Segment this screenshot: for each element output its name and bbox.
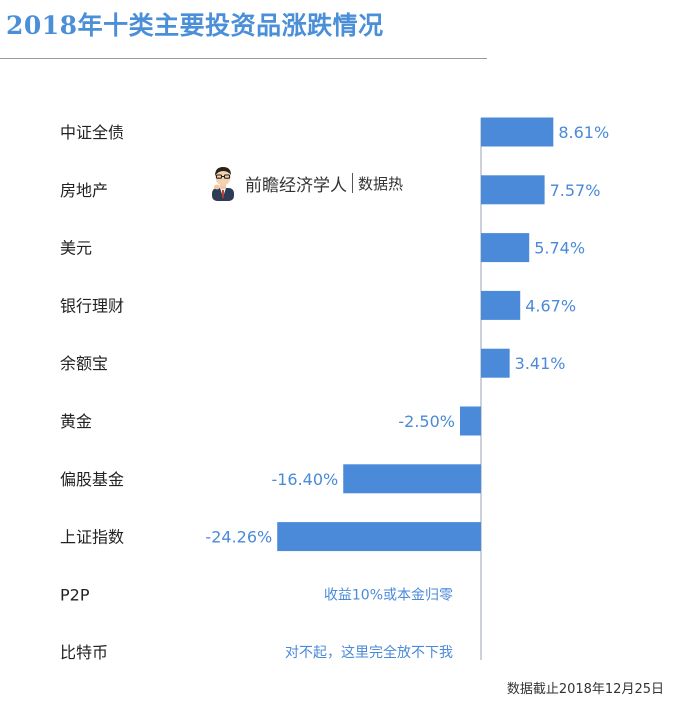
brand-badge: 前瞻经济学人 数据热 — [205, 165, 403, 201]
bar-row-7 — [343, 464, 481, 494]
value-label-row-6: -2.50% — [398, 412, 455, 431]
data-source-note: 数据截止2018年12月25日 — [506, 682, 664, 697]
bar-row-2 — [481, 175, 545, 205]
chart-title: 2018年十类主要投资品涨跌情况 — [6, 11, 384, 40]
value-label-row-4: 4.67% — [525, 296, 576, 315]
category-label-row-1: 中证全债 — [60, 123, 124, 142]
bar-row-1 — [481, 117, 554, 147]
category-label-row-5: 余额宝 — [60, 354, 108, 373]
category-label-row-2: 房地产 — [60, 181, 108, 200]
bar-row-4 — [481, 290, 521, 320]
brand-name: 前瞻经济学人 — [245, 175, 347, 196]
category-label-row-9: P2P — [60, 585, 90, 604]
bar-row-5 — [481, 348, 510, 378]
value-label-row-8: -24.26% — [205, 528, 272, 547]
value-label-row-2: 7.57% — [550, 181, 601, 200]
note-row-10: 对不起，这里完全放不下我 — [285, 644, 453, 661]
title-divider — [0, 58, 487, 59]
bar-row-8 — [277, 522, 481, 552]
bar-row-3 — [481, 233, 530, 263]
category-label-row-6: 黄金 — [60, 412, 92, 431]
value-label-row-3: 5.74% — [534, 239, 585, 258]
category-label-row-10: 比特币 — [60, 643, 108, 662]
bar-row-6 — [460, 406, 481, 436]
category-label-row-3: 美元 — [60, 239, 92, 258]
brand-separator — [352, 173, 353, 193]
note-row-9: 收益10%或本金归零 — [324, 586, 453, 603]
category-label-row-4: 银行理财 — [60, 296, 124, 315]
category-label-row-8: 上证指数 — [60, 528, 124, 547]
value-label-row-7: -16.40% — [271, 470, 338, 489]
value-label-row-1: 8.61% — [558, 123, 609, 142]
brand-tag: 数据热 — [358, 174, 404, 193]
category-label-row-7: 偏股基金 — [60, 470, 124, 489]
economist-avatar-icon — [212, 167, 234, 201]
value-label-row-5: 3.41% — [515, 354, 566, 373]
